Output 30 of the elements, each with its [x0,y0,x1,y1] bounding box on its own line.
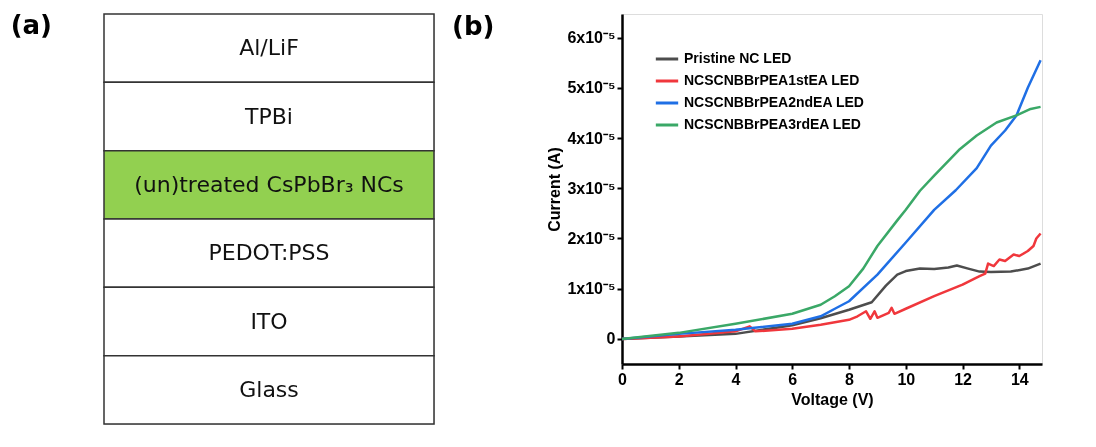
x-tick-label: 12 [954,370,973,388]
x-axis-title: Voltage (V) [791,390,874,408]
x-tick-label: 6 [788,370,798,388]
text: (a) [10,10,52,41]
x-tick-label: 4 [731,370,741,388]
x-tick-label: 8 [845,370,855,388]
line-series [620,105,1042,341]
y-tick-label: 3x10⁻⁵ [567,179,616,197]
legend-label: NCSCNBBrPEA2ndEA LED [684,94,864,110]
category-label: TPBi [244,103,293,129]
y-tick-label: 6x10⁻⁵ [567,29,616,47]
legend-label: Pristine NC LED [684,50,792,66]
y-tick-label: 5x10⁻⁵ [567,79,616,97]
category-label: ITO [250,308,288,334]
y-tick-label: 2x10⁻⁵ [567,229,616,247]
x-tick-label: 14 [1010,370,1029,388]
category-label: Al/LiF [239,35,299,61]
x-tick-label: 10 [897,370,916,388]
y-tick-label: 4x10⁻⁵ [567,129,616,147]
chart-title: (b) [452,11,495,41]
category-label: (un)treated CsPbBr₃ NCs [134,171,404,197]
legend-label: NCSCNBBrPEA1stEA LED [684,72,860,88]
y-tick-label: 0 [606,330,616,348]
x-tick-label: 0 [618,370,628,388]
y-axis-title: Current (A) [546,147,564,232]
category-label: Glass [239,376,299,402]
legend-label: NCSCNBBrPEA3rdEA LED [684,116,861,132]
y-tick-label: 1x10⁻⁵ [567,280,616,298]
x-tick-label: 2 [674,370,684,388]
category-label: PEDOT:PSS [208,240,330,266]
